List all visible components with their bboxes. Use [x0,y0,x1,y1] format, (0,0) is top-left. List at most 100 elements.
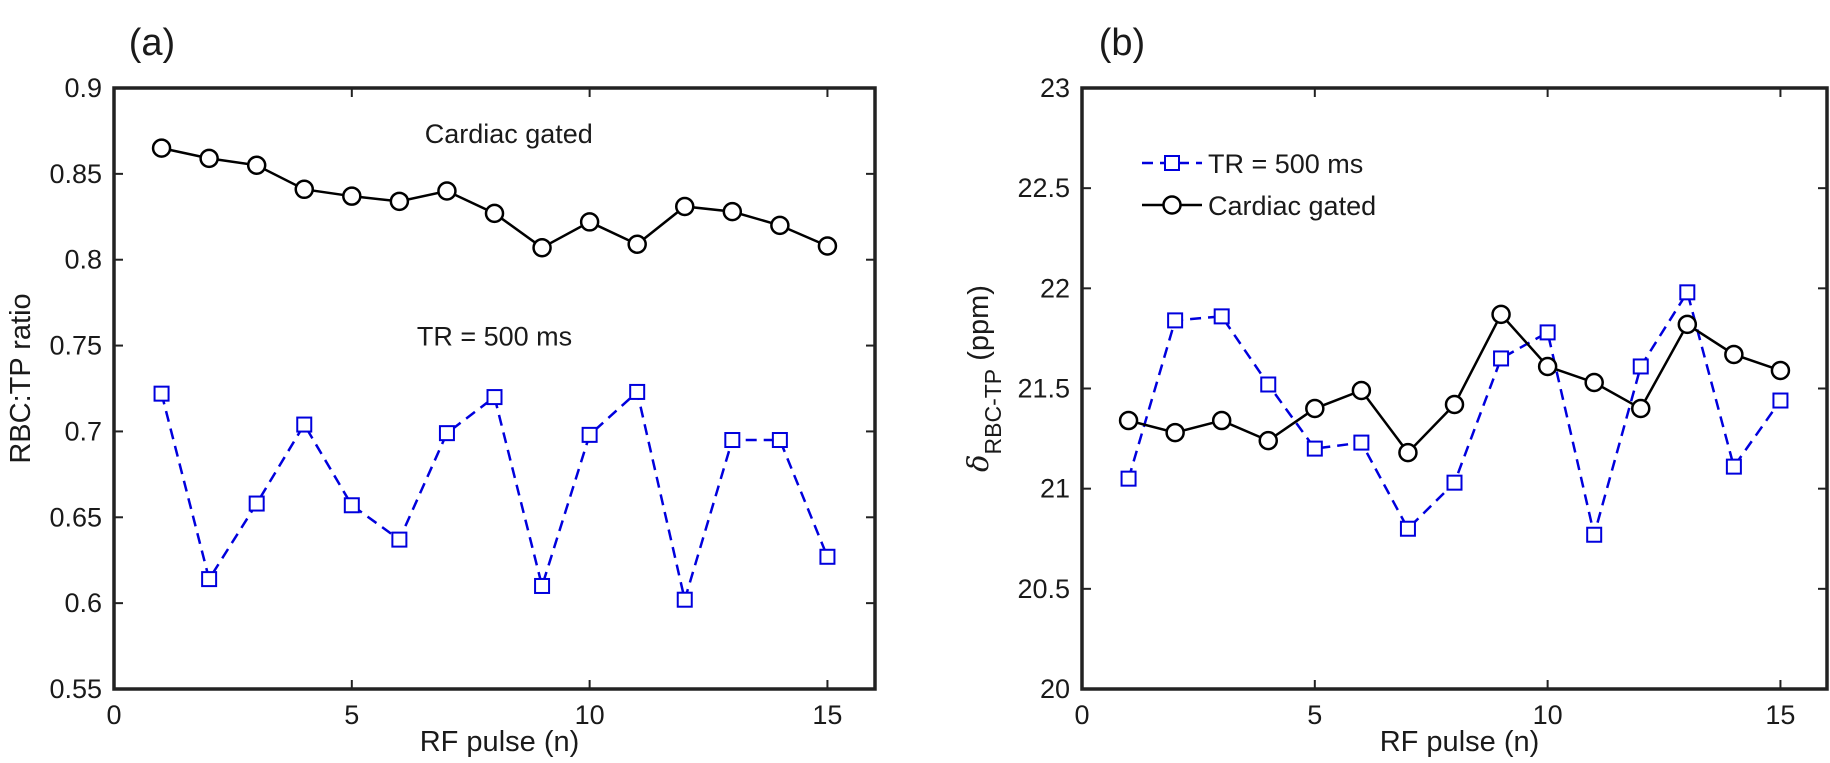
y-tick-label: 0.75 [49,331,102,361]
y-tick-label: 22.5 [1017,173,1070,203]
y-tick-label: 0.6 [64,588,102,618]
data-point-square [391,531,408,548]
x-axis-label: RF pulse (n) [420,726,580,758]
data-point-circle [1631,398,1651,419]
x-tick-label: 15 [1765,700,1795,730]
data-point-circle [342,186,362,206]
chart-panel-a: (a) 0 5 10 15 0.55 0.6 0.65 0.7 0.75 0.8 0.85 0.9 RF … [5,22,877,758]
data-point-square [438,425,455,442]
data-point-circle [722,201,743,222]
y-axis-label-subscript: RBC-TP [980,369,1006,455]
data-point-circle [532,237,552,258]
panel-label: (b) [1099,22,1145,64]
x-tick-label: 5 [1307,700,1322,730]
data-point-circle [1444,394,1465,415]
y-tick-label: 0.9 [64,73,102,103]
data-point-square [1493,350,1510,367]
data-point-circle [770,215,790,236]
data-point-square [153,385,170,402]
data-point-square [1260,376,1277,393]
data-point-circle [1398,442,1418,463]
chart-panel-b: (b) 0 5 10 15 20 20.5 21 21.5 22 22.5 23 RF pulse (n… [961,22,1829,758]
annotation-label: Cardiac gated [425,119,593,149]
data-point-circle [579,212,600,232]
y-axis-label-symbol: δ [961,454,995,471]
plot-area-frame [1080,86,1829,691]
data-point-circle [1351,380,1372,401]
y-tick-label: 0.7 [64,416,102,446]
data-point-circle [817,236,838,256]
data-point-circle [246,155,267,176]
data-point-circle [1537,356,1558,377]
data-point-circle [1724,344,1744,365]
data-point-circle [1305,398,1325,419]
data-point-circle [437,181,457,201]
series-tr-500-ms [153,383,836,608]
legend-label: TR = 500 ms [1208,149,1363,179]
data-point-circle [1584,372,1604,393]
data-point-circle [294,179,314,200]
data-point-circle [1677,314,1698,335]
x-tick-label: 10 [575,700,605,730]
data-point-circle [484,203,505,224]
x-tick-label: 0 [106,700,121,730]
y-tick-label: 22 [1040,273,1070,303]
data-point-circle [1211,410,1232,431]
data-point-square [201,571,218,588]
series-line [160,389,829,605]
y-tick-label: 0.8 [64,245,102,275]
data-point-square [1399,520,1416,537]
data-point-circle [627,234,647,255]
legend: TR = 500 ms Cardiac gated [1142,149,1376,221]
data-point-square [581,426,598,443]
series-cardiac-gated [1118,304,1791,463]
legend-marker-square [1164,155,1180,171]
data-point-square [819,548,836,565]
data-point-square [1120,470,1137,487]
data-point-square [724,432,741,449]
y-axis-label-unit: (ppm) [963,285,995,369]
data-point-square [1213,308,1230,325]
data-point-square [1306,440,1323,457]
annotation-label: TR = 500 ms [417,322,572,352]
y-tick-label: 0.85 [49,159,102,189]
series-cardiac-gated [151,138,838,258]
y-tick-label: 20.5 [1017,574,1070,604]
data-point-square [296,416,313,433]
data-point-square [534,577,551,594]
plot-area-frame [112,86,877,691]
data-point-circle [1770,360,1791,381]
x-tick-label: 15 [812,700,842,730]
y-tick-label: 20 [1040,674,1070,704]
data-point-square [771,432,788,449]
y-tick-label: 23 [1040,73,1070,103]
y-axis-label: δRBC-TP (ppm) [961,285,1006,472]
x-tick-label: 10 [1533,700,1563,730]
data-point-square [1539,324,1556,341]
data-point-square [1772,392,1789,409]
y-tick-label: 21.5 [1017,374,1070,404]
series-line [1128,312,1781,455]
data-point-square [248,495,265,512]
data-point-square [1632,358,1649,375]
data-point-circle [1118,410,1139,431]
data-point-circle [675,196,695,217]
data-point-circle [1258,430,1278,451]
data-point-square [486,389,503,406]
data-point-square [629,383,646,400]
y-tick-label: 0.55 [49,674,102,704]
x-tick-label: 5 [344,700,359,730]
data-point-circle [199,148,219,169]
data-point-square [676,591,693,608]
legend-label: Cardiac gated [1208,191,1376,221]
x-tick-label: 0 [1074,700,1089,730]
series-tr-500-ms [1120,284,1789,543]
data-point-square [1679,284,1696,301]
y-tick-label: 21 [1040,474,1070,504]
data-point-circle [1491,304,1511,325]
legend-marker-circle [1162,195,1182,215]
panel-label: (a) [129,22,175,64]
data-point-circle [1165,422,1185,443]
data-point-square [1586,526,1603,543]
